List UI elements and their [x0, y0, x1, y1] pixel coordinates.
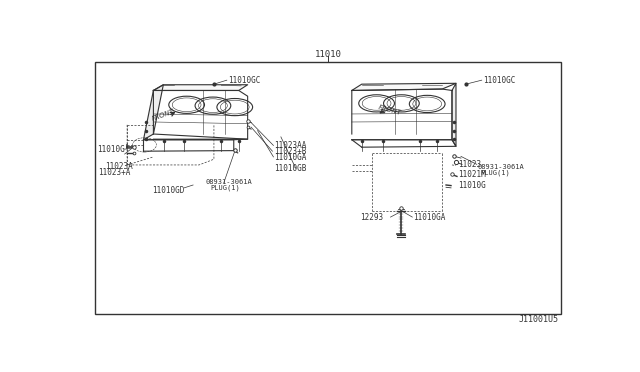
Text: 11010G: 11010G [97, 145, 125, 154]
Text: 08931-3061A: 08931-3061A [478, 164, 525, 170]
Text: 12293: 12293 [360, 212, 383, 222]
Text: 11023+A: 11023+A [98, 169, 130, 177]
Polygon shape [154, 85, 248, 90]
Polygon shape [452, 83, 456, 146]
Polygon shape [143, 85, 163, 140]
Bar [95, 62, 561, 314]
Text: PLUG(1): PLUG(1) [210, 184, 240, 190]
Text: FRONT: FRONT [378, 105, 403, 116]
Text: 11023A: 11023A [105, 162, 132, 171]
Text: 11010GC: 11010GC [483, 76, 515, 85]
Text: 11010G: 11010G [458, 181, 486, 190]
Text: 11023: 11023 [458, 160, 481, 169]
Text: 11010GA: 11010GA [413, 212, 445, 222]
Text: PLUG(1): PLUG(1) [481, 170, 511, 176]
Text: 11023+B: 11023+B [275, 147, 307, 156]
Text: 11010GB: 11010GB [275, 164, 307, 173]
Text: 11010GC: 11010GC [228, 76, 260, 85]
Text: 08931-3061A: 08931-3061A [206, 179, 253, 185]
Text: 11021M: 11021M [458, 170, 486, 179]
Text: 11023AA: 11023AA [275, 141, 307, 150]
Text: J11001U5: J11001U5 [518, 315, 559, 324]
Text: 11010GD: 11010GD [152, 186, 184, 195]
Text: FRONT: FRONT [151, 108, 175, 122]
Polygon shape [352, 83, 456, 90]
Text: 11010GA: 11010GA [275, 153, 307, 162]
Text: 11010: 11010 [315, 50, 341, 59]
